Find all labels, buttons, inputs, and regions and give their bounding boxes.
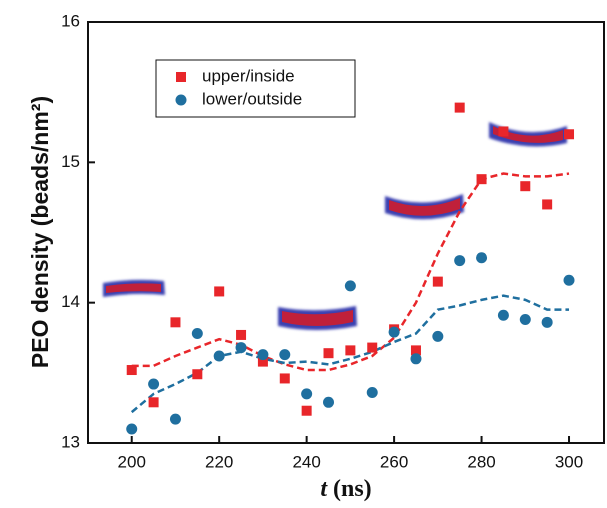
x-tick-label: 200 — [118, 452, 146, 471]
y-axis-label: PEO density (beads/nm²) — [27, 96, 53, 368]
data-point — [301, 388, 313, 400]
legend-label: upper/inside — [202, 66, 295, 85]
x-axis-variable: t — [320, 476, 328, 502]
data-point — [498, 126, 509, 137]
data-point — [345, 345, 356, 356]
data-point — [236, 329, 247, 340]
membrane-insets — [103, 122, 567, 330]
data-point — [214, 286, 225, 297]
data-point — [257, 356, 268, 367]
x-tick-label: 220 — [205, 452, 233, 471]
data-point — [476, 252, 488, 264]
data-point — [454, 255, 466, 267]
membrane — [278, 306, 357, 330]
data-point — [367, 342, 378, 353]
legend-marker — [176, 72, 186, 82]
data-point — [564, 129, 575, 140]
x-tick-label: 240 — [292, 452, 320, 471]
x-axis-label: t (ns) — [320, 476, 371, 502]
data-point — [126, 423, 138, 435]
data-point — [279, 373, 290, 384]
data-point — [192, 369, 203, 380]
legend-marker — [175, 94, 187, 106]
data-point — [148, 378, 160, 390]
data-point — [301, 405, 312, 416]
data-point — [344, 280, 356, 292]
legend-box — [155, 59, 356, 118]
membrane — [385, 194, 464, 220]
y-tick-label: 16 — [61, 11, 80, 30]
x-axis-unit: (ns) — [333, 476, 372, 502]
membrane — [103, 279, 165, 297]
y-tick-label: 15 — [61, 152, 80, 171]
data-point — [257, 349, 269, 361]
y-tick-label: 13 — [61, 432, 80, 451]
data-point — [542, 199, 553, 210]
y-tick-label: 14 — [61, 292, 80, 311]
x-tick-label: 260 — [380, 452, 408, 471]
data-point — [432, 330, 444, 342]
data-point — [410, 345, 421, 356]
x-tick-label: 300 — [555, 452, 583, 471]
data-point — [410, 353, 422, 365]
data-point — [170, 317, 181, 328]
x-tick-label: 280 — [467, 452, 495, 471]
data-point — [126, 365, 137, 376]
plot-frame — [87, 21, 605, 444]
trend-line — [130, 294, 570, 414]
data-point — [454, 102, 465, 113]
data-point — [476, 174, 487, 185]
data-point — [563, 274, 575, 286]
data-point — [541, 316, 553, 328]
data-point — [388, 326, 400, 338]
data-point — [148, 397, 159, 408]
data-point — [213, 350, 225, 362]
data-point — [279, 349, 291, 361]
data-point — [191, 328, 203, 340]
data-point — [323, 348, 334, 359]
data-point — [519, 314, 531, 326]
data-point — [323, 396, 335, 408]
legend-label: lower/outside — [202, 89, 302, 108]
data-point — [497, 309, 509, 321]
data-point — [520, 181, 531, 192]
membrane — [489, 122, 567, 147]
data-point — [235, 342, 247, 354]
data-point — [169, 413, 181, 425]
data-point — [366, 386, 378, 398]
trend-line — [131, 172, 570, 372]
data-point — [432, 276, 443, 287]
